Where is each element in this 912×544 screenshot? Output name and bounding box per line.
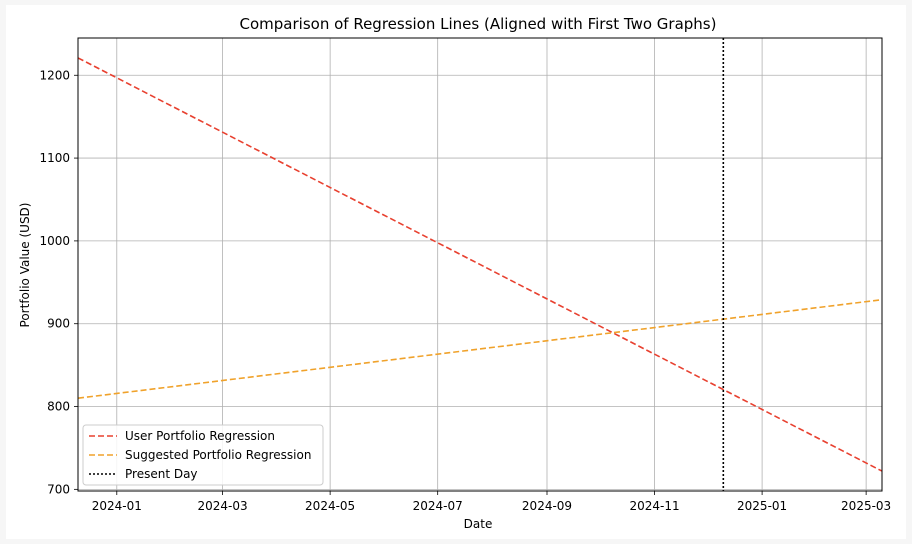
regression-chart: Comparison of Regression Lines (Aligned … [18, 15, 891, 531]
series-layer [77, 38, 883, 491]
y-axis: 700 800 900 1000 1100 1200 [39, 68, 78, 496]
y-tick-label: 800 [47, 400, 70, 414]
y-tick-label: 1100 [39, 151, 70, 165]
x-tick-label: 2024-01 [92, 499, 142, 513]
x-axis: 2024-01 2024-03 2024-05 2024-07 2024-09 2024-… [92, 491, 891, 513]
plot-area-border [77, 37, 883, 492]
legend-label: Present Day [125, 467, 198, 481]
y-tick-label: 700 [47, 482, 70, 496]
x-tick-label: 2024-09 [522, 499, 572, 513]
x-tick-label: 2024-03 [198, 499, 248, 513]
y-tick-label: 1000 [39, 234, 70, 248]
x-tick-label: 2024-07 [413, 499, 463, 513]
legend: User Portfolio Regression Suggested Portf… [82, 424, 324, 486]
chart-title: Comparison of Regression Lines (Aligned … [240, 15, 717, 33]
series-line-0 [77, 57, 883, 472]
x-axis-label: Date [464, 517, 493, 531]
y-axis-label: Portfolio Value (USD) [18, 203, 32, 328]
legend-label: User Portfolio Regression [125, 429, 275, 443]
series-line-1 [77, 298, 883, 399]
x-tick-label: 2025-01 [737, 499, 787, 513]
chart-frame: Comparison of Regression Lines (Aligned … [6, 5, 906, 539]
legend-label: Suggested Portfolio Regression [125, 448, 311, 462]
y-tick-label: 900 [47, 317, 70, 331]
x-tick-label: 2025-03 [841, 499, 891, 513]
legend-box [82, 424, 324, 486]
x-tick-label: 2024-11 [629, 499, 679, 513]
grid-lines [78, 38, 882, 491]
x-tick-label: 2024-05 [305, 499, 355, 513]
y-tick-label: 1200 [39, 68, 70, 82]
